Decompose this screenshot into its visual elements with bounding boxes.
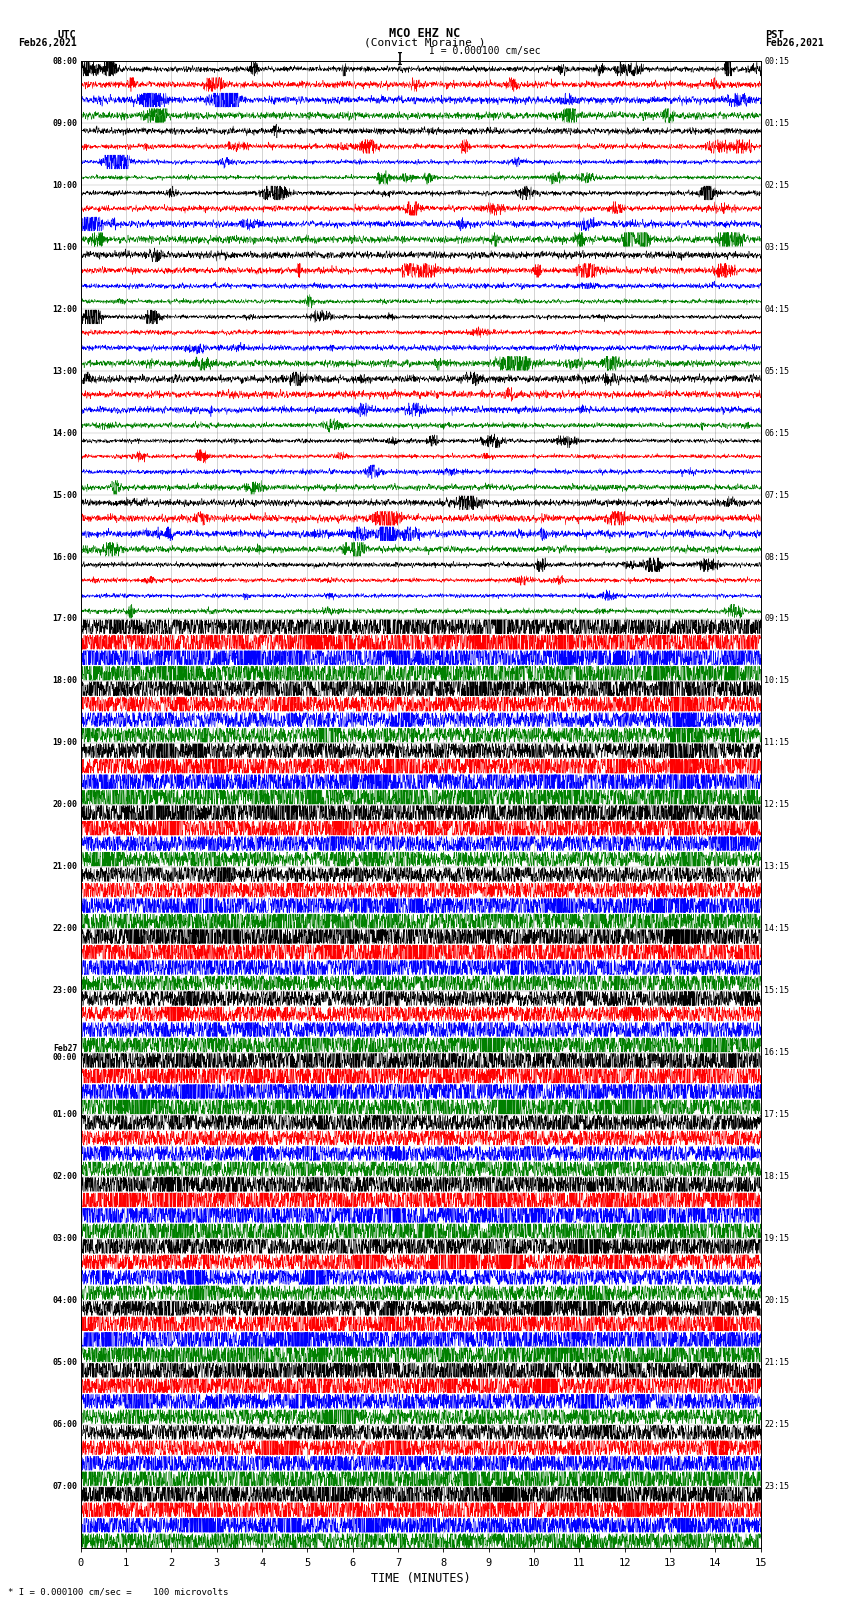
Text: 12:15: 12:15 [764,800,789,810]
Text: 15:00: 15:00 [53,490,77,500]
Text: 00:00: 00:00 [53,1053,77,1061]
Text: 04:15: 04:15 [764,305,789,313]
Text: 00:15: 00:15 [764,56,789,66]
Text: 16:00: 16:00 [53,553,77,561]
Text: 20:00: 20:00 [53,800,77,810]
Text: 20:15: 20:15 [764,1297,789,1305]
Text: 10:00: 10:00 [53,181,77,190]
Text: 01:00: 01:00 [53,1110,77,1119]
Text: 11:00: 11:00 [53,242,77,252]
Text: MCO EHZ NC: MCO EHZ NC [389,26,461,39]
Text: 08:00: 08:00 [53,56,77,66]
Text: 17:15: 17:15 [764,1110,789,1119]
Text: PST: PST [765,29,784,39]
Text: 06:00: 06:00 [53,1419,77,1429]
Text: 22:00: 22:00 [53,924,77,934]
Text: 03:00: 03:00 [53,1234,77,1244]
Text: 07:15: 07:15 [764,490,789,500]
Text: 02:15: 02:15 [764,181,789,190]
Text: 23:00: 23:00 [53,986,77,995]
Text: 15:15: 15:15 [764,986,789,995]
Text: 05:15: 05:15 [764,366,789,376]
Text: 19:15: 19:15 [764,1234,789,1244]
Text: 18:15: 18:15 [764,1173,789,1181]
Text: 16:15: 16:15 [764,1048,789,1057]
Text: 17:00: 17:00 [53,615,77,624]
Text: 05:00: 05:00 [53,1358,77,1368]
Text: 23:15: 23:15 [764,1482,789,1490]
Text: Feb26,2021: Feb26,2021 [765,37,824,47]
Text: 08:15: 08:15 [764,553,789,561]
Text: 12:00: 12:00 [53,305,77,313]
Text: Feb26,2021: Feb26,2021 [18,37,76,47]
Text: 06:15: 06:15 [764,429,789,437]
Text: Feb27: Feb27 [53,1044,77,1053]
Text: UTC: UTC [58,29,76,39]
Text: 21:15: 21:15 [764,1358,789,1368]
Text: 13:00: 13:00 [53,366,77,376]
Text: (Convict Moraine ): (Convict Moraine ) [365,37,485,47]
Text: 19:00: 19:00 [53,739,77,747]
Text: 21:00: 21:00 [53,863,77,871]
Text: 14:15: 14:15 [764,924,789,934]
Text: 02:00: 02:00 [53,1173,77,1181]
Text: I = 0.000100 cm/sec: I = 0.000100 cm/sec [429,45,541,56]
Text: 04:00: 04:00 [53,1297,77,1305]
X-axis label: TIME (MINUTES): TIME (MINUTES) [371,1571,471,1584]
Text: 22:15: 22:15 [764,1419,789,1429]
Text: 01:15: 01:15 [764,119,789,127]
Text: 07:00: 07:00 [53,1482,77,1490]
Text: 14:00: 14:00 [53,429,77,437]
Text: 09:00: 09:00 [53,119,77,127]
Text: 18:00: 18:00 [53,676,77,686]
Text: 13:15: 13:15 [764,863,789,871]
Text: 11:15: 11:15 [764,739,789,747]
Text: * I = 0.000100 cm/sec =    100 microvolts: * I = 0.000100 cm/sec = 100 microvolts [8,1587,229,1597]
Text: 09:15: 09:15 [764,615,789,624]
Text: 03:15: 03:15 [764,242,789,252]
Text: 10:15: 10:15 [764,676,789,686]
